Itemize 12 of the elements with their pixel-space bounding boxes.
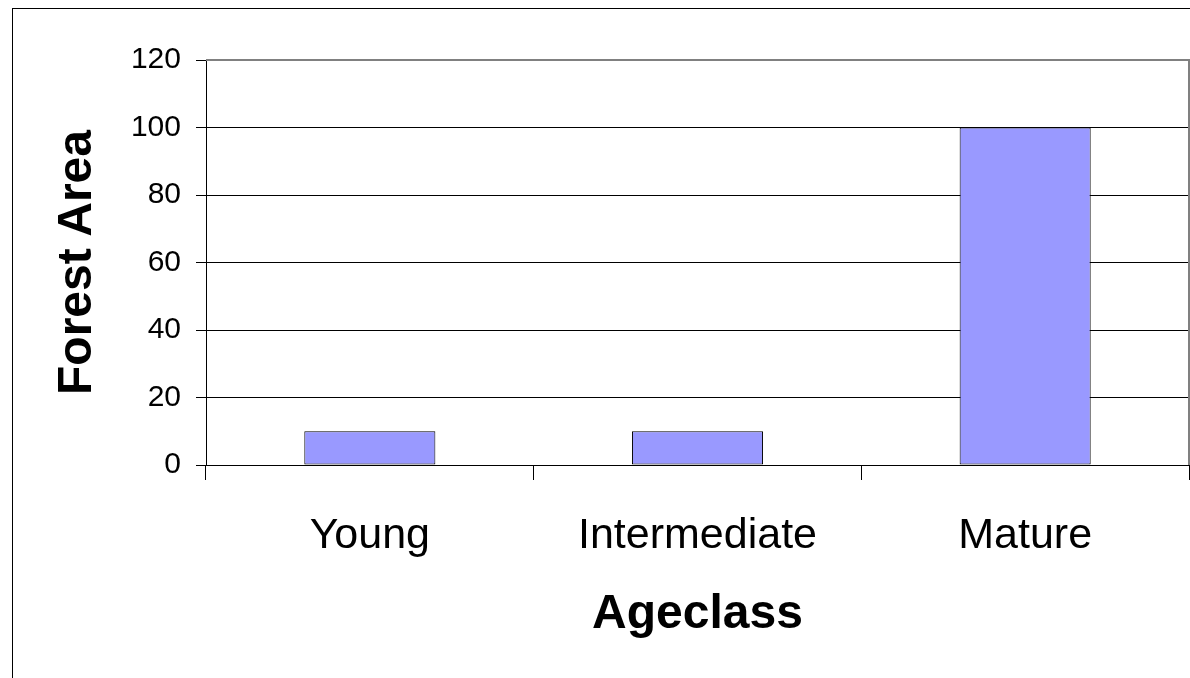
y-tick-label: 0 (164, 446, 181, 480)
y-tick-label: 60 (147, 243, 181, 277)
y-tick-label: 20 (147, 378, 181, 412)
y-tick-label: 80 (147, 176, 181, 210)
x-tick-label: Intermediate (577, 508, 818, 557)
x-tick-label: Young (309, 508, 431, 557)
y-tick-label: 40 (147, 311, 181, 345)
y-tick-label: 120 (130, 41, 181, 75)
x-axis-title: Ageclass (592, 585, 803, 639)
y-axis-title: Forest Area (48, 129, 102, 395)
y-tick-label: 100 (130, 108, 181, 142)
x-tick-label: Mature (958, 508, 1093, 557)
